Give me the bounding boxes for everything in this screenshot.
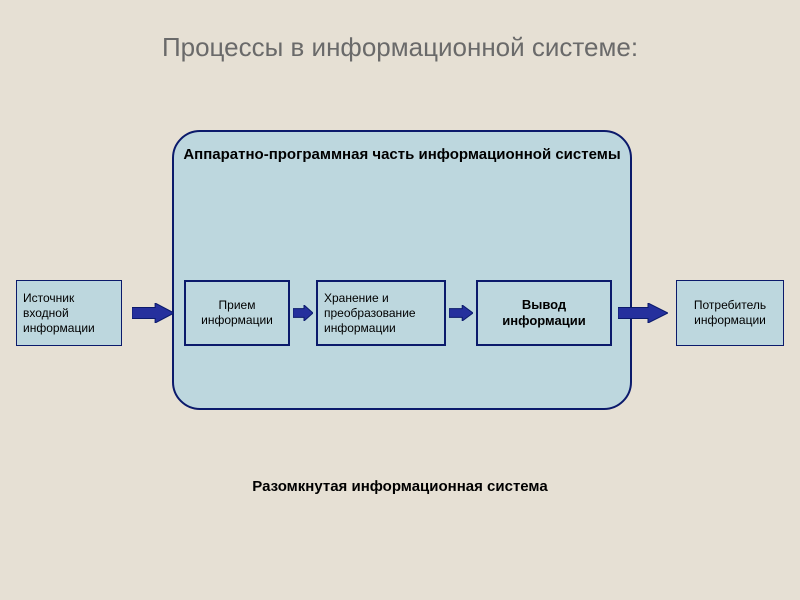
node-label: Потребитель информации: [683, 298, 777, 328]
diagram-caption: Разомкнутая информационная система: [0, 478, 800, 495]
node-label: Вывод информации: [484, 297, 604, 330]
node-store: Хранение и преобразование информации: [316, 280, 446, 346]
node-output: Вывод информации: [476, 280, 612, 346]
arrow-icon: [618, 303, 668, 323]
node-label: Прием информации: [192, 298, 282, 328]
node-source: Источник входной информации: [16, 280, 122, 346]
node-label: Источник входной информации: [23, 291, 115, 336]
node-receive: Прием информации: [184, 280, 290, 346]
arrow-icon: [293, 305, 313, 321]
diagram-title: Процессы в информационной системе:: [0, 32, 800, 63]
arrow-icon: [132, 303, 174, 323]
system-container: Аппаратно-программная часть информационн…: [172, 130, 632, 410]
node-consumer: Потребитель информации: [676, 280, 784, 346]
system-container-label: Аппаратно-программная часть информационн…: [174, 146, 630, 163]
node-label: Хранение и преобразование информации: [324, 291, 438, 336]
arrow-icon: [449, 305, 473, 321]
